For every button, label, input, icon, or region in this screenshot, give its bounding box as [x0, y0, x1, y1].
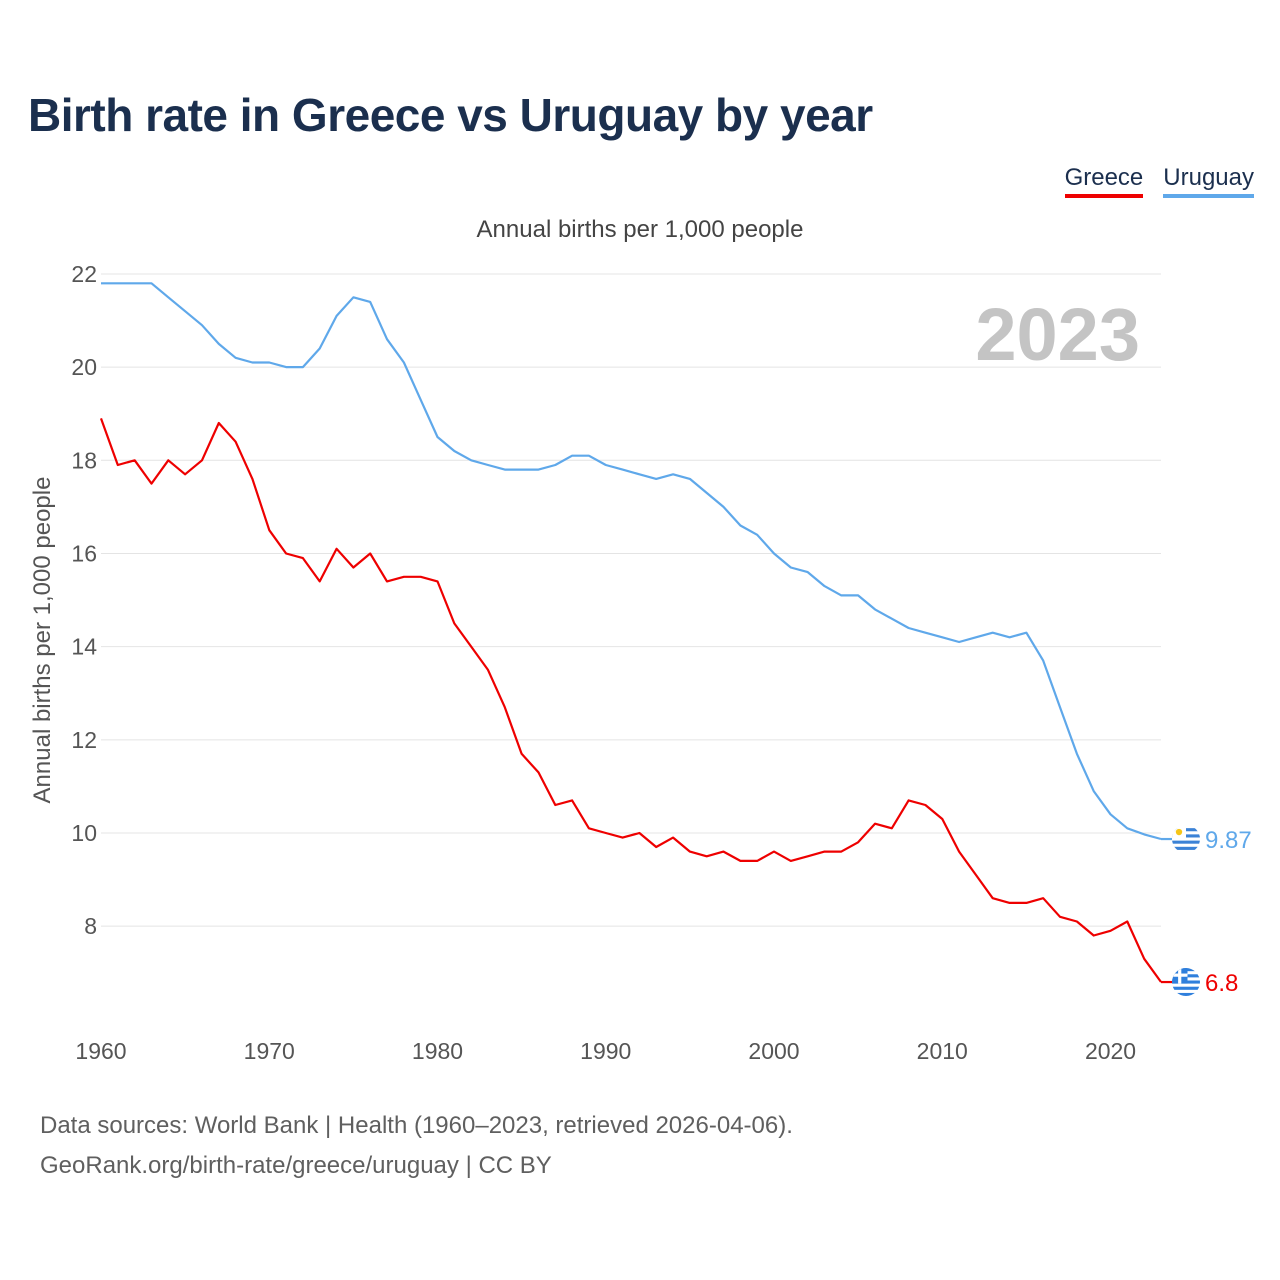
series-line-uruguay[interactable]	[101, 282, 1162, 841]
grid	[101, 273, 1161, 927]
end-label-greece: 6.8	[1205, 970, 1238, 997]
y-tick-label: 20	[71, 354, 97, 380]
chart-subtitle: Annual births per 1,000 people	[476, 216, 804, 243]
y-tick-label: 8	[84, 913, 97, 939]
line-chart: 2023 8 10 12 14 16 18 20 22 1960 1970 1980 1990 200…	[29, 261, 1252, 1064]
x-tick-label: 2000	[748, 1038, 799, 1064]
y-axis-label: Annual births per 1,000 people	[29, 477, 56, 804]
source-note: Data sources: World Bank | Health (1960–…	[40, 1106, 793, 1186]
series	[99, 282, 1162, 983]
flag-uruguay-icon	[1172, 825, 1200, 854]
legend-greece[interactable]: Greece	[1064, 164, 1144, 198]
source-line-1: Data sources: World Bank | Health (1960–…	[40, 1112, 793, 1139]
x-tick-label: 1960	[75, 1038, 126, 1064]
x-axis-ticks: 1960 1970 1980 1990 2000 2010 2020	[75, 1038, 1136, 1064]
legend-uruguay[interactable]: Uruguay	[1163, 164, 1254, 198]
end-label-uruguay: 9.87	[1205, 827, 1252, 854]
chart-title: Birth rate in Greece vs Uruguay by year	[28, 89, 873, 141]
x-tick-label: 1980	[412, 1038, 463, 1064]
y-tick-label: 12	[71, 727, 97, 753]
year-watermark: 2023	[975, 293, 1140, 376]
x-tick-label: 2020	[1085, 1038, 1136, 1064]
x-tick-label: 2010	[917, 1038, 968, 1064]
x-tick-label: 1970	[244, 1038, 295, 1064]
series-line-greece[interactable]	[99, 418, 1162, 983]
y-tick-label: 14	[71, 634, 97, 660]
x-tick-label: 1990	[580, 1038, 631, 1064]
y-tick-label: 16	[71, 540, 97, 566]
source-line-2[interactable]: GeoRank.org/birth-rate/greece/uruguay | …	[40, 1152, 552, 1179]
legend: Greece Uruguay	[1064, 164, 1254, 198]
y-axis-ticks: 8 10 12 14 16 18 20 22	[71, 261, 97, 939]
y-tick-label: 10	[71, 820, 97, 846]
endpoints: 6.8 9.87	[1161, 825, 1252, 997]
y-tick-label: 18	[71, 447, 97, 473]
flag-greece-icon	[1172, 968, 1200, 997]
y-tick-label: 22	[71, 261, 97, 287]
